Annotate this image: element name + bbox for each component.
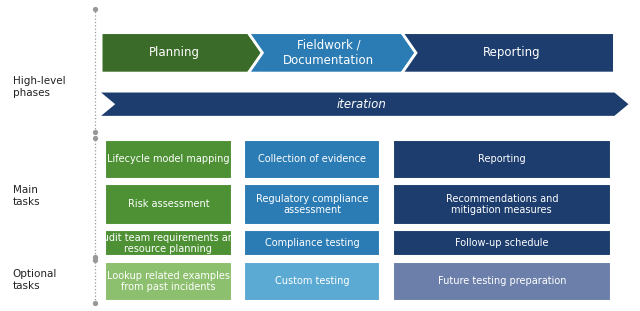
FancyBboxPatch shape — [244, 184, 380, 225]
Text: Risk assessment: Risk assessment — [127, 199, 209, 210]
Text: Follow-up schedule: Follow-up schedule — [455, 238, 548, 248]
Text: Lookup related examples
from past incidents: Lookup related examples from past incide… — [107, 271, 230, 292]
Text: Fieldwork /
Documentation: Fieldwork / Documentation — [283, 39, 374, 67]
FancyBboxPatch shape — [105, 140, 232, 179]
Text: Planning: Planning — [149, 46, 200, 59]
Text: Audit team requirements and
resource planning: Audit team requirements and resource pla… — [96, 233, 241, 254]
Text: Custom testing: Custom testing — [275, 276, 349, 286]
Text: High-level
phases: High-level phases — [13, 76, 65, 98]
FancyBboxPatch shape — [393, 184, 611, 225]
Text: Reporting: Reporting — [478, 154, 525, 165]
Text: Lifecycle model mapping: Lifecycle model mapping — [107, 154, 230, 165]
FancyBboxPatch shape — [105, 184, 232, 225]
FancyBboxPatch shape — [244, 262, 380, 301]
Polygon shape — [101, 93, 628, 116]
FancyBboxPatch shape — [393, 230, 611, 256]
FancyBboxPatch shape — [244, 140, 380, 179]
FancyBboxPatch shape — [393, 262, 611, 301]
Text: Reporting: Reporting — [483, 46, 541, 59]
Text: Collection of evidence: Collection of evidence — [258, 154, 366, 165]
FancyBboxPatch shape — [393, 140, 611, 179]
Polygon shape — [402, 33, 614, 73]
FancyBboxPatch shape — [244, 230, 380, 256]
Text: iteration: iteration — [337, 98, 386, 111]
Polygon shape — [101, 33, 262, 73]
FancyBboxPatch shape — [105, 262, 232, 301]
Text: Future testing preparation: Future testing preparation — [438, 276, 566, 286]
Text: Recommendations and
mitigation measures: Recommendations and mitigation measures — [445, 194, 558, 215]
FancyBboxPatch shape — [105, 230, 232, 256]
Text: Compliance testing: Compliance testing — [265, 238, 359, 248]
Text: Main
tasks: Main tasks — [13, 185, 40, 207]
Polygon shape — [248, 33, 416, 73]
Text: Optional
tasks: Optional tasks — [13, 269, 57, 291]
Text: Regulatory compliance
assessment: Regulatory compliance assessment — [256, 194, 368, 215]
